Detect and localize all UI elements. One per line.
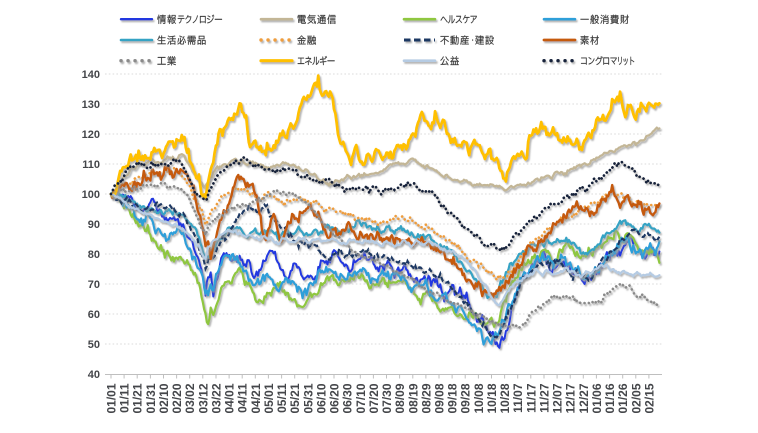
svg-text:06/20: 06/20 xyxy=(328,383,342,413)
svg-text:11/07: 11/07 xyxy=(511,383,525,413)
svg-text:02/20: 02/20 xyxy=(170,383,184,413)
svg-text:09/08: 09/08 xyxy=(433,383,447,413)
svg-text:05/11: 05/11 xyxy=(275,383,289,413)
svg-text:04/01: 04/01 xyxy=(223,383,237,413)
svg-text:90: 90 xyxy=(88,219,100,231)
svg-text:11/17: 11/17 xyxy=(524,383,538,413)
svg-text:09/28: 09/28 xyxy=(459,383,473,413)
svg-text:06/30: 06/30 xyxy=(341,383,355,413)
svg-text:08/09: 08/09 xyxy=(393,383,407,413)
svg-text:03/22: 03/22 xyxy=(210,383,224,413)
svg-text:140: 140 xyxy=(82,69,100,81)
svg-text:10/18: 10/18 xyxy=(485,383,499,413)
svg-text:05/01: 05/01 xyxy=(262,383,276,413)
svg-text:05/21: 05/21 xyxy=(288,383,302,413)
svg-text:01/06: 01/06 xyxy=(590,383,604,413)
svg-text:80: 80 xyxy=(88,249,100,261)
svg-text:03/12: 03/12 xyxy=(196,383,210,413)
svg-text:01/31: 01/31 xyxy=(144,383,158,413)
svg-text:40: 40 xyxy=(88,369,100,381)
svg-text:02/05: 02/05 xyxy=(629,383,643,413)
svg-text:09/18: 09/18 xyxy=(446,383,460,413)
svg-text:01/01: 01/01 xyxy=(105,383,119,413)
svg-text:12/07: 12/07 xyxy=(551,383,565,413)
svg-text:12/17: 12/17 xyxy=(564,383,578,413)
svg-text:10/28: 10/28 xyxy=(498,383,512,413)
svg-text:120: 120 xyxy=(82,129,100,141)
svg-text:08/19: 08/19 xyxy=(406,383,420,413)
svg-text:08/29: 08/29 xyxy=(419,383,433,413)
svg-text:100: 100 xyxy=(82,189,100,201)
svg-text:04/11: 04/11 xyxy=(236,383,250,413)
svg-text:02/15: 02/15 xyxy=(642,383,656,413)
svg-text:12/27: 12/27 xyxy=(577,383,591,413)
svg-text:01/21: 01/21 xyxy=(131,383,145,413)
svg-text:07/30: 07/30 xyxy=(380,383,394,413)
svg-text:07/10: 07/10 xyxy=(354,383,368,413)
svg-text:110: 110 xyxy=(82,159,100,171)
svg-text:11/27: 11/27 xyxy=(538,383,552,413)
svg-text:03/02: 03/02 xyxy=(183,383,197,413)
svg-text:01/11: 01/11 xyxy=(118,383,132,413)
svg-text:04/21: 04/21 xyxy=(249,383,263,413)
svg-text:01/26: 01/26 xyxy=(616,383,630,413)
svg-text:05/31: 05/31 xyxy=(301,383,315,413)
svg-text:50: 50 xyxy=(88,339,100,351)
svg-text:06/10: 06/10 xyxy=(314,383,328,413)
svg-text:10/08: 10/08 xyxy=(472,383,486,413)
svg-text:01/16: 01/16 xyxy=(603,383,617,413)
svg-text:02/10: 02/10 xyxy=(157,383,171,413)
svg-text:07/20: 07/20 xyxy=(367,383,381,413)
svg-text:70: 70 xyxy=(88,279,100,291)
svg-text:130: 130 xyxy=(82,99,100,111)
svg-text:60: 60 xyxy=(88,309,100,321)
